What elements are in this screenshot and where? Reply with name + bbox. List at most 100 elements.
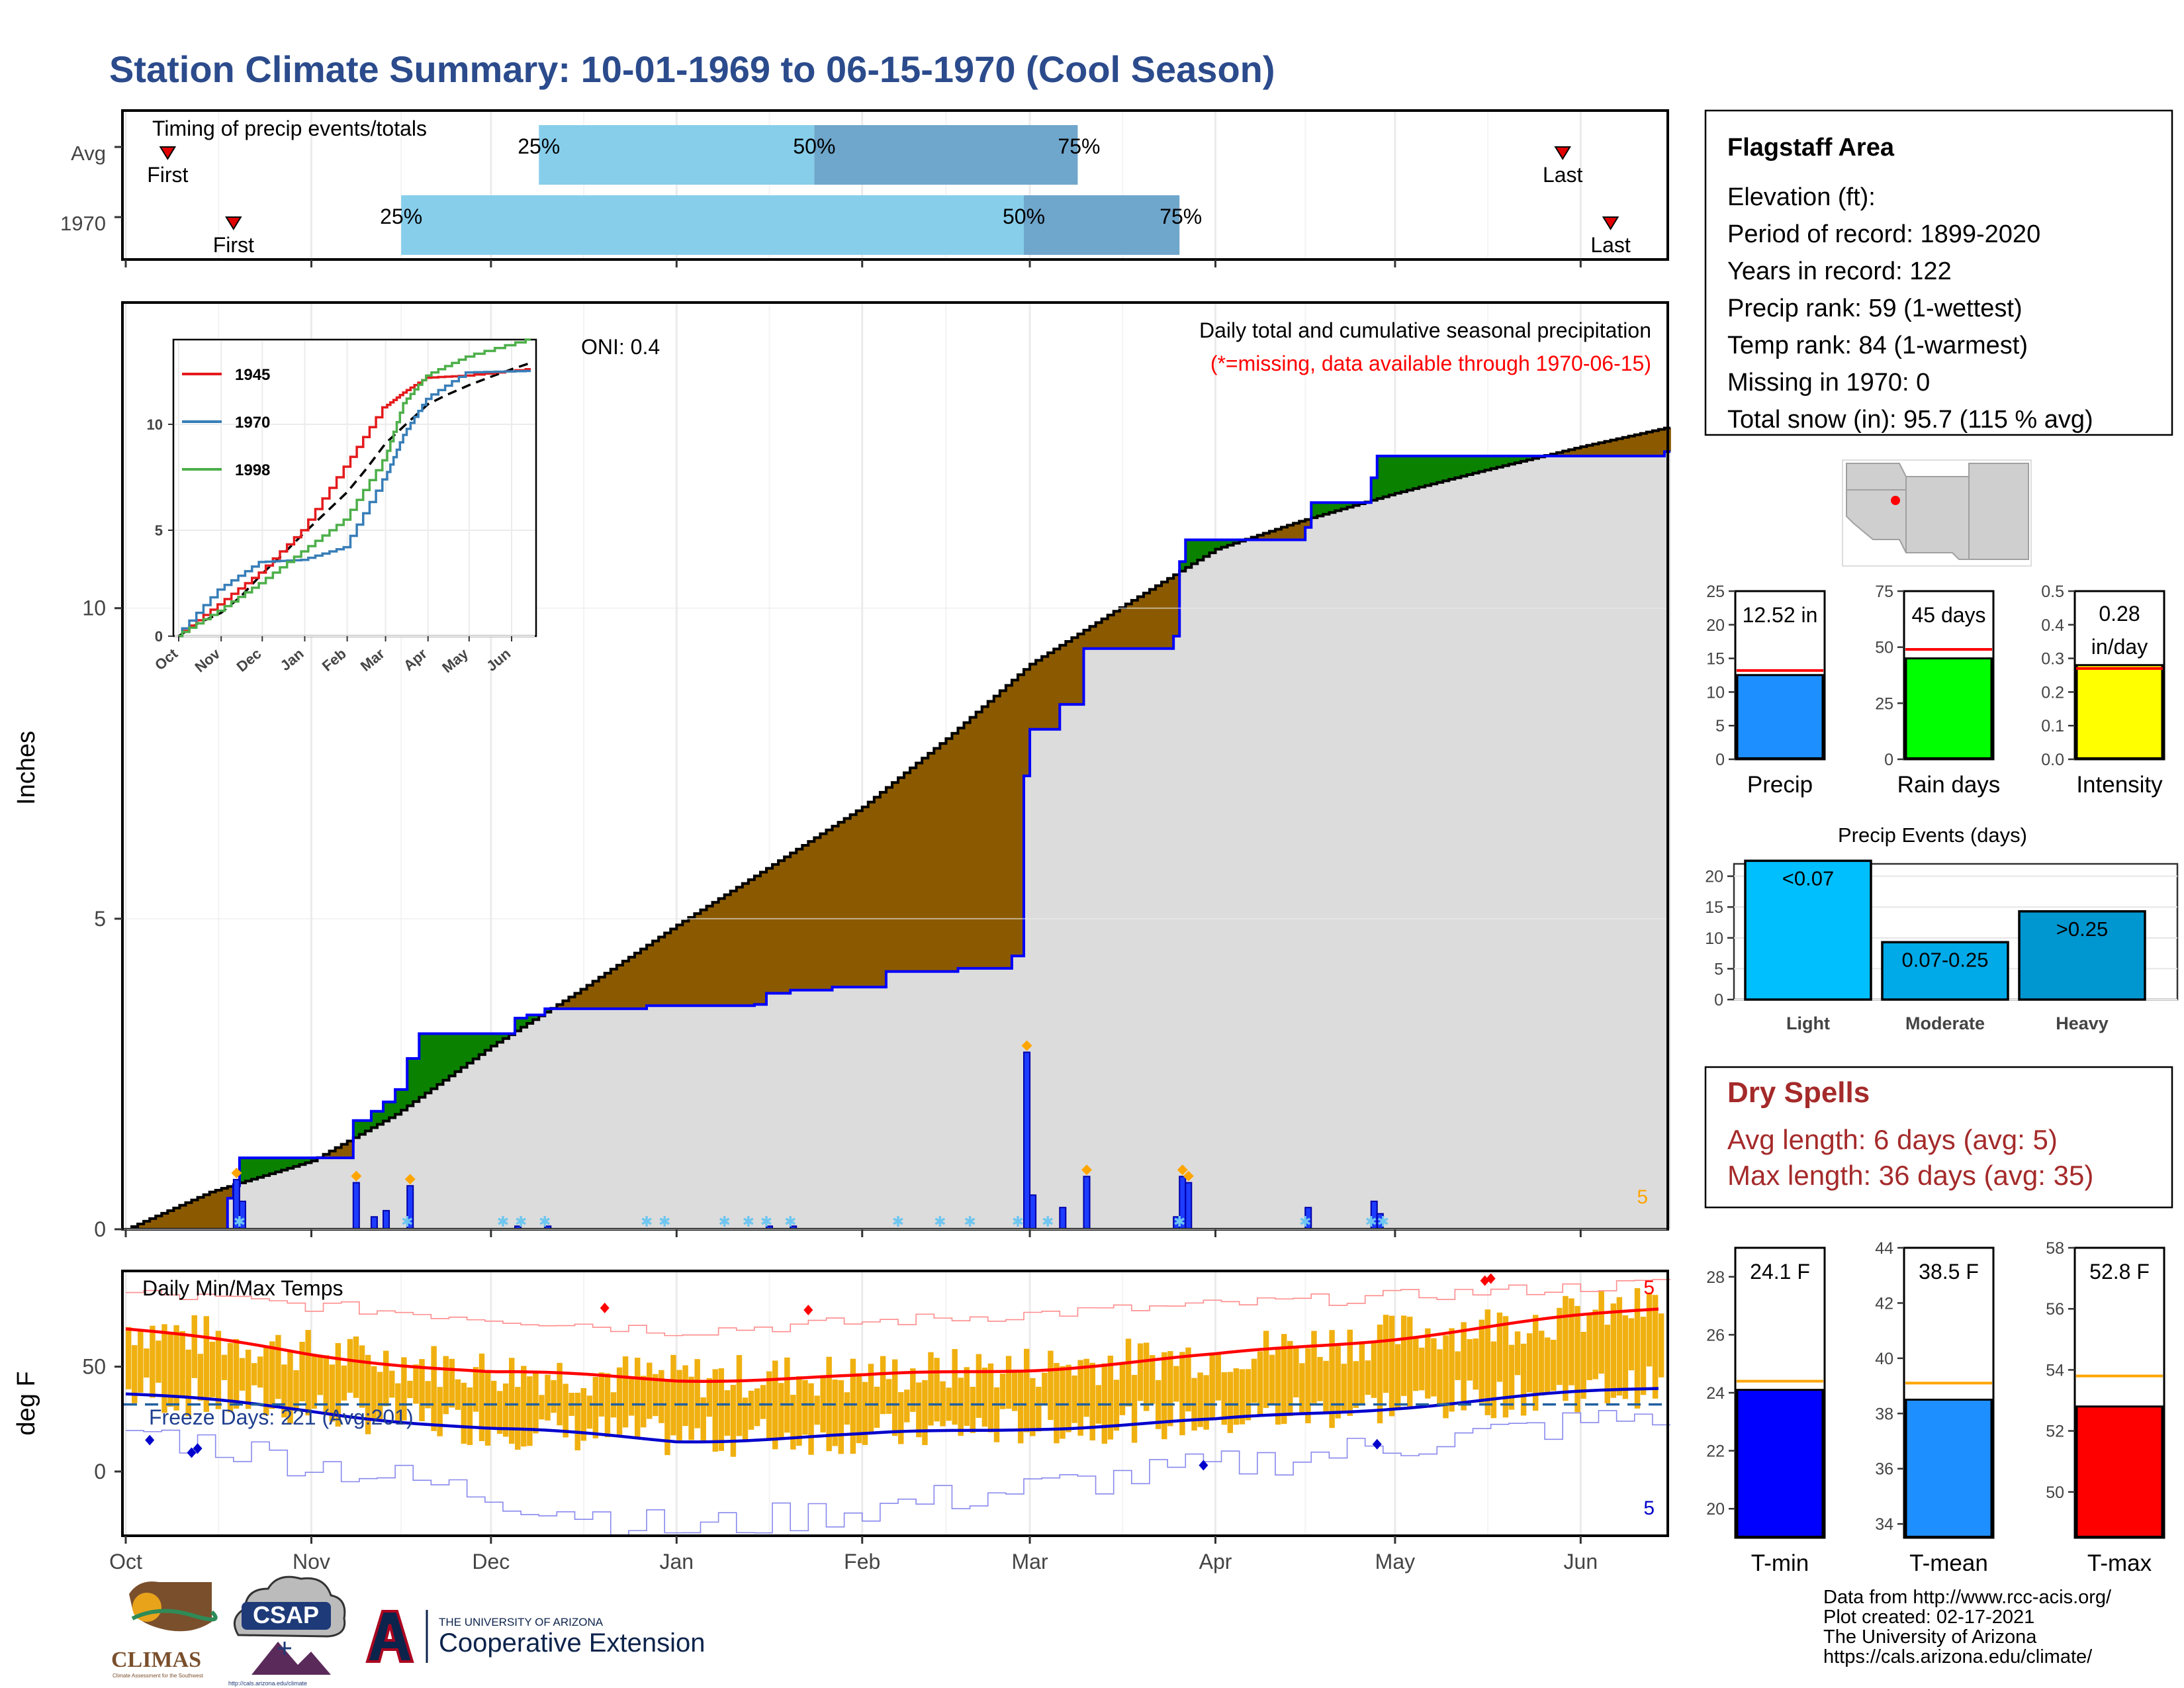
daily-temp-bar xyxy=(616,1367,623,1435)
daily-temp-bar xyxy=(778,1383,784,1440)
below-average-area xyxy=(1077,633,1085,705)
y-tick-label: 54 xyxy=(2046,1361,2064,1380)
daily-temp-bar xyxy=(185,1349,191,1417)
below-average-area xyxy=(150,1218,157,1229)
y-tick-label: 0 xyxy=(1715,751,1725,769)
daily-temp-bar xyxy=(1156,1380,1161,1429)
above-average-area xyxy=(1341,502,1348,509)
daily-temp-bar xyxy=(1592,1309,1598,1380)
daily-temp-bar xyxy=(239,1358,246,1391)
above-average-area xyxy=(269,1158,276,1174)
daily-temp-bar xyxy=(676,1370,682,1443)
daily-temp-bar xyxy=(1461,1322,1467,1411)
below-average-area xyxy=(1167,578,1174,649)
below-average-area xyxy=(970,717,977,968)
timing-row-label-1970: 1970 xyxy=(60,212,106,235)
daily-temp-bar xyxy=(1036,1386,1042,1432)
info-box-border xyxy=(1704,109,2173,436)
daily-temp-bar xyxy=(1634,1288,1641,1409)
trace-precip-marker: ✱ xyxy=(934,1213,946,1230)
first-event-label: First xyxy=(213,233,254,257)
y-tick-label: 26 xyxy=(1706,1326,1725,1344)
timing-p25-label: 25% xyxy=(380,205,422,228)
daily-temp-bar xyxy=(598,1372,605,1417)
event-bar-label: 0.07-0.25 xyxy=(1902,948,1989,971)
daily-temp-bar xyxy=(784,1357,790,1433)
snow-event-marker xyxy=(1177,1164,1188,1176)
daily-temp-bar xyxy=(1569,1298,1574,1385)
above-average-area xyxy=(1377,455,1384,499)
above-average-area xyxy=(455,1033,462,1072)
below-average-area xyxy=(203,1194,210,1229)
daily-temp-bar xyxy=(1455,1351,1461,1380)
footer-line: Plot created: 02-17-2021 xyxy=(1823,1607,2034,1628)
daily-temp-bar xyxy=(1089,1362,1095,1440)
event-bar xyxy=(1744,859,1872,1001)
above-average-area xyxy=(413,1058,420,1102)
below-average-area xyxy=(191,1199,199,1229)
daily-temp-bar xyxy=(766,1371,772,1440)
above-average-area xyxy=(431,1033,438,1089)
above-average-area xyxy=(263,1158,270,1176)
temp-min-count: 5 xyxy=(1643,1497,1655,1519)
trace-precip-marker: ✱ xyxy=(718,1213,730,1230)
daily-temp-bar xyxy=(173,1325,179,1411)
trace-precip-marker: ✱ xyxy=(659,1213,670,1230)
above-average-area xyxy=(1215,539,1222,549)
precip-events-chart: Precip Events (days) 0 5 10 15 20 <0.07 Light 0… xyxy=(1705,823,2179,1033)
below-average-area xyxy=(742,883,749,1006)
below-average-area xyxy=(682,921,690,1006)
below-average-area xyxy=(335,1147,342,1158)
daily-temp-bar xyxy=(299,1342,305,1401)
y-tick-label: 5 xyxy=(1714,960,1723,978)
daily-temp-bar xyxy=(1054,1362,1060,1444)
below-average-area xyxy=(1592,444,1600,456)
daily-temp-bar xyxy=(634,1358,641,1440)
timing-bar-q2 xyxy=(401,195,1024,255)
above-average-area xyxy=(461,1033,468,1068)
timing-p50-label: 50% xyxy=(1003,205,1045,228)
above-average-area xyxy=(305,1158,312,1163)
csap-snowflake xyxy=(278,1642,291,1655)
daily-temp-bar xyxy=(1329,1330,1335,1429)
y-tick-label: 20 xyxy=(1706,1500,1725,1519)
snow-event-marker xyxy=(1183,1170,1194,1182)
summary-category-label: Rain days xyxy=(1897,772,2001,798)
daily-temp-bar xyxy=(1347,1329,1353,1416)
daily-temp-bar xyxy=(1514,1331,1521,1376)
below-average-area xyxy=(1131,600,1138,649)
daily-temp-bar xyxy=(545,1374,551,1421)
info-line: Precip rank: 59 (1-wettest) xyxy=(1727,295,2023,322)
daily-temp-bar xyxy=(1071,1375,1077,1423)
legend-label: 1970 xyxy=(235,414,270,432)
temp-max-count: 5 xyxy=(1643,1277,1655,1299)
below-average-area xyxy=(161,1213,169,1229)
above-average-area xyxy=(1388,455,1396,495)
daily-temp-bar xyxy=(664,1379,670,1456)
daily-temp-bar xyxy=(832,1380,838,1446)
below-average-area xyxy=(838,822,845,988)
above-average-area xyxy=(1455,455,1462,478)
daily-temp-bar xyxy=(898,1392,904,1444)
daily-temp-bar xyxy=(311,1354,317,1409)
above-average-area xyxy=(1353,502,1360,506)
daily-temp-bar xyxy=(874,1386,880,1428)
daily-temp-bar xyxy=(1107,1355,1114,1440)
daily-temp-bar xyxy=(1574,1305,1580,1413)
summary-value-label: 24.1 F xyxy=(1750,1260,1810,1284)
below-average-area xyxy=(1269,531,1276,540)
daily-temp-bar xyxy=(790,1395,796,1450)
below-average-area xyxy=(778,861,785,994)
below-average-area xyxy=(993,696,1001,968)
below-average-area xyxy=(341,1144,348,1158)
daily-temp-bar xyxy=(293,1370,299,1411)
daily-temp-bar xyxy=(1383,1315,1389,1393)
y-tick-label: 50 xyxy=(82,1355,106,1379)
daily-temp-bar xyxy=(1413,1338,1419,1391)
daily-temp-bar xyxy=(455,1379,461,1410)
daily-temp-bar xyxy=(1545,1337,1551,1395)
y-tick-label: 15 xyxy=(1705,898,1723,917)
above-average-area xyxy=(478,1033,486,1055)
snow-event-marker xyxy=(404,1174,416,1185)
above-average-area xyxy=(473,1033,480,1059)
